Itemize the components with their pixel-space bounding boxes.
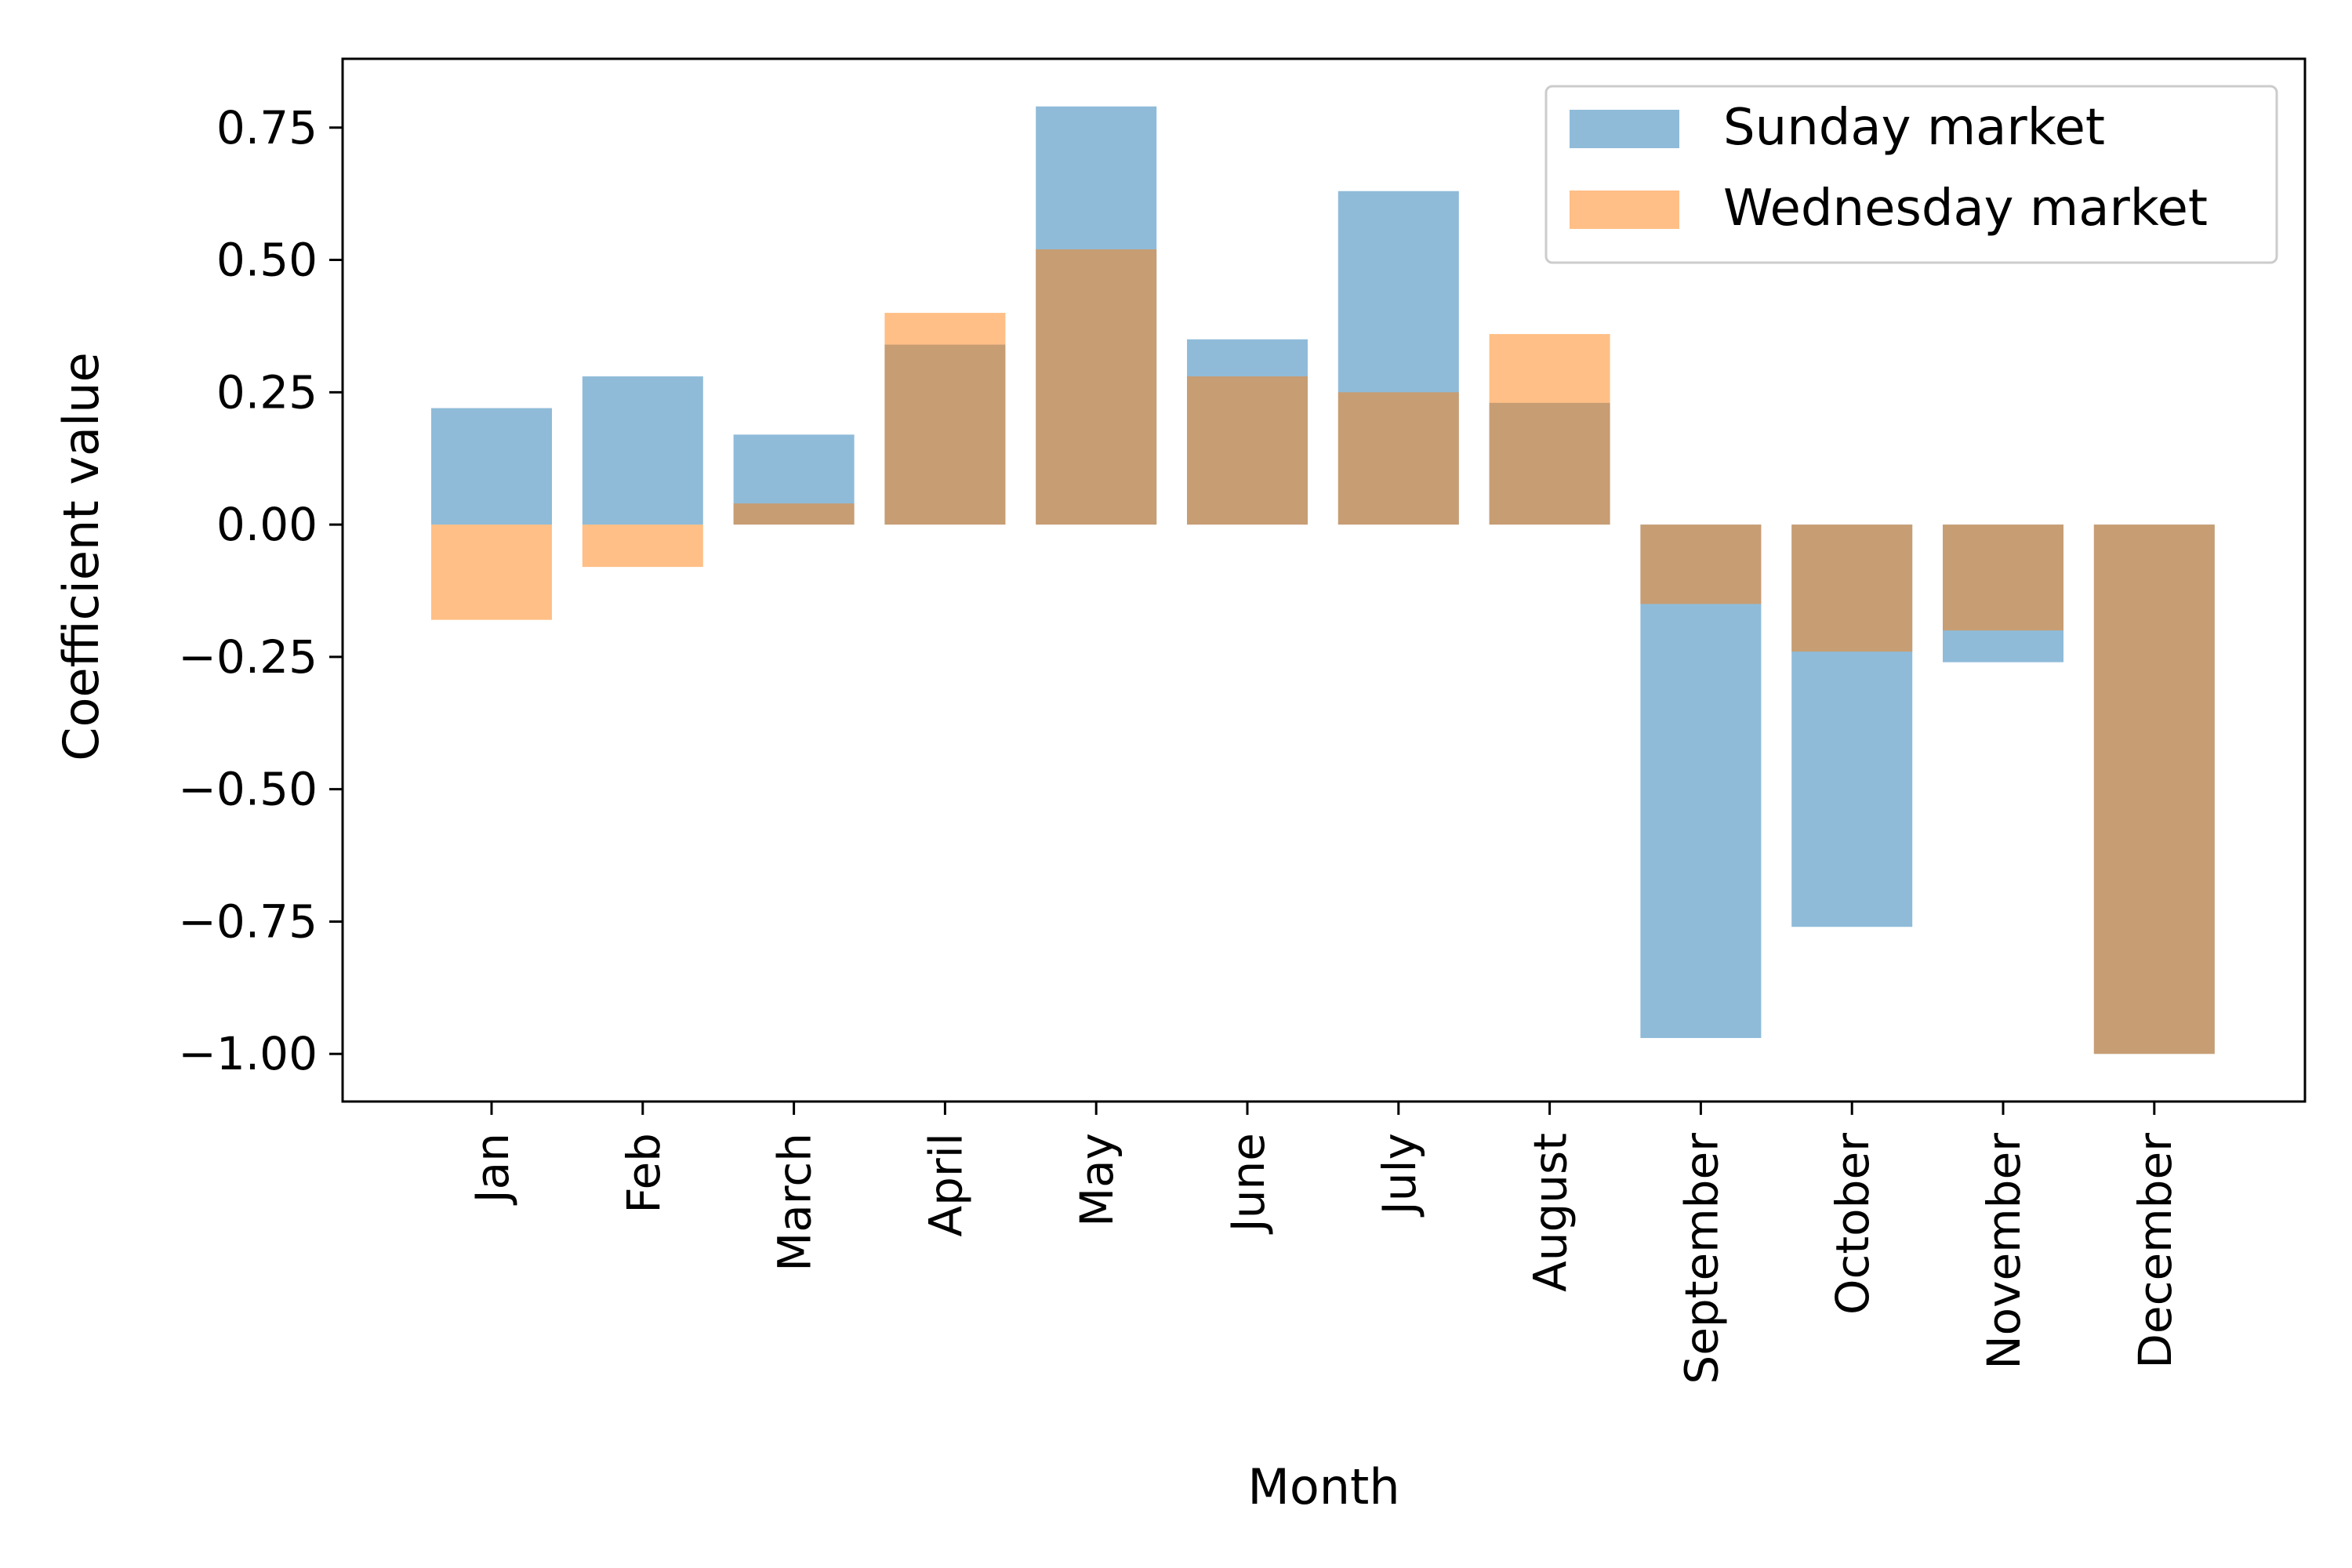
- x-tick-label-august: August: [1524, 1133, 1577, 1292]
- x-tick-label-april: April: [919, 1133, 972, 1237]
- bar-wednesday-market-june: [1187, 376, 1308, 525]
- bar-sunday-market-feb: [582, 376, 703, 525]
- y-tick-label: −1.00: [178, 1027, 318, 1080]
- bar-wednesday-market-september: [1640, 524, 1762, 604]
- legend-label-sunday-market: Sunday market: [1723, 99, 2105, 157]
- bars-layer: [431, 106, 2215, 1054]
- x-tick-label-jan: Jan: [466, 1133, 519, 1205]
- y-tick-label: −0.25: [178, 630, 318, 684]
- legend: Sunday market Wednesday market: [1544, 85, 2278, 264]
- bar-sunday-market-september: [1640, 524, 1762, 1038]
- y-axis-label: Coefficient value: [53, 352, 110, 760]
- x-tick-label-march: March: [768, 1133, 822, 1272]
- legend-swatch-sunday-market: [1570, 110, 1679, 148]
- bar-wednesday-market-july: [1338, 392, 1459, 525]
- y-tick-label: 0.75: [216, 101, 318, 154]
- bar-wednesday-market-december: [2093, 524, 2215, 1054]
- y-axis: 0.75 0.50 0.25 0.00 −0.25 −0.50 −0.75 −1.00: [178, 101, 343, 1080]
- y-tick-label: −0.50: [178, 763, 318, 816]
- legend-label-wednesday-market: Wednesday market: [1723, 180, 2208, 238]
- x-tick-label-september: September: [1675, 1133, 1728, 1385]
- bar-wednesday-market-august: [1489, 334, 1610, 525]
- legend-swatch-wednesday-market: [1570, 191, 1679, 229]
- y-tick-label: 0.50: [216, 234, 318, 287]
- x-tick-label-may: May: [1070, 1133, 1123, 1227]
- x-tick-label-june: June: [1221, 1133, 1275, 1234]
- legend-box: [1544, 85, 2278, 264]
- x-tick-label-november: November: [1977, 1133, 2031, 1370]
- bar-sunday-market-jan: [431, 408, 552, 525]
- x-tick-label-feb: Feb: [617, 1133, 670, 1214]
- x-axis: Jan Feb March April May June July August Septemb…: [466, 1102, 2182, 1385]
- plot-frame: [341, 57, 2307, 1103]
- y-tick-label: −0.75: [178, 895, 318, 948]
- bar-wednesday-market-feb: [582, 524, 703, 568]
- bar-wednesday-market-may: [1036, 249, 1157, 525]
- x-tick-label-october: October: [1826, 1133, 1879, 1315]
- bar-wednesday-market-april: [884, 313, 1006, 525]
- x-tick-label-july: July: [1373, 1133, 1426, 1217]
- x-tick-label-december: December: [2129, 1133, 2182, 1369]
- y-tick-label: 0.00: [216, 498, 318, 551]
- bar-wednesday-market-october: [1791, 524, 1913, 652]
- x-axis-label: Month: [1247, 1458, 1399, 1515]
- bar-wednesday-market-march: [733, 503, 855, 525]
- bar-wednesday-market-jan: [431, 524, 552, 620]
- bar-wednesday-market-november: [1943, 524, 2063, 631]
- y-tick-label: 0.25: [216, 365, 318, 419]
